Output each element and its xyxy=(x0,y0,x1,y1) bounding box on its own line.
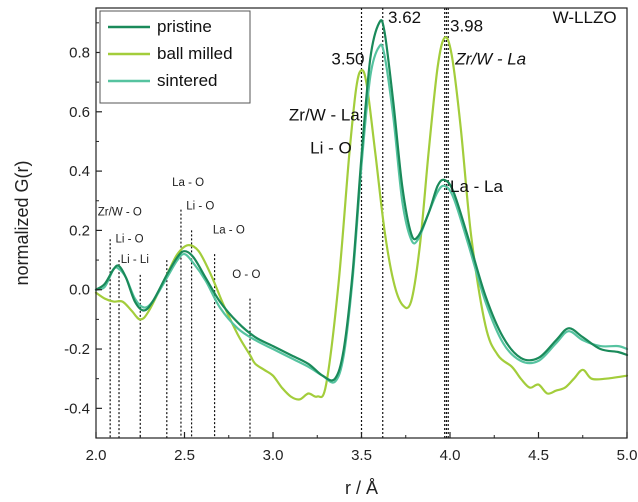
annotation-10: W-LLZO xyxy=(553,8,617,27)
annotation-0: Zr/W - O xyxy=(98,207,142,219)
y-tick-label-4: 0.4 xyxy=(69,163,90,180)
legend-label-1: ball milled xyxy=(157,44,233,63)
series-line-pristine xyxy=(94,19,629,382)
annotation-7: 3.50 xyxy=(331,49,364,68)
annotation-3: La - O xyxy=(172,177,204,189)
dotted-reference-lines xyxy=(109,8,449,438)
y-tick-label-3: 0.2 xyxy=(69,222,90,239)
annotations: Zr/W - O Li - O Li - Li La - O Li - O La - O O… xyxy=(98,8,617,281)
y-tick-label-0: -0.4 xyxy=(64,400,90,417)
legend: pristine ball milled sintered xyxy=(99,10,251,104)
x-tick-label-6: 5.0 xyxy=(617,447,638,464)
annotation-8: 3.62 xyxy=(388,8,421,27)
y-tick-label-6: 0.8 xyxy=(69,44,90,61)
y-tick-label-2: 0.0 xyxy=(69,282,90,299)
annotation-5: La - O xyxy=(213,224,245,236)
legend-label-2: sintered xyxy=(157,71,217,90)
y-axis-title: normalized G(r) xyxy=(12,160,32,285)
annotation-6: O - O xyxy=(232,269,260,281)
annotation-13: Li - O xyxy=(310,138,352,157)
y-tick-label-1: -0.2 xyxy=(64,341,90,358)
y-tick-label-5: 0.6 xyxy=(69,104,90,121)
x-tick-label-5: 4.5 xyxy=(528,447,549,464)
series-lines xyxy=(94,19,629,401)
x-tick-label-1: 2.5 xyxy=(174,447,195,464)
x-tick-label-4: 4.0 xyxy=(440,447,461,464)
legend-label-0: pristine xyxy=(157,17,212,36)
x-tick-label-0: 2.0 xyxy=(86,447,107,464)
annotation-14: La - La xyxy=(450,177,503,196)
x-tick-label-3: 3.5 xyxy=(351,447,372,464)
x-tick-label-2: 3.0 xyxy=(263,447,284,464)
x-axis-title: r / Å xyxy=(345,478,378,498)
annotation-2: Li - Li xyxy=(121,254,149,266)
annotation-1: Li - O xyxy=(115,233,143,245)
annotation-9: 3.98 xyxy=(450,17,483,36)
annotation-12: Zr/W - La xyxy=(289,106,360,125)
annotation-4: Li - O xyxy=(186,201,214,213)
series-line-ball-milled xyxy=(94,36,629,401)
annotation-11: Zr/W - La xyxy=(454,49,526,68)
axis-ticks: 2.0 2.5 3.0 3.5 4.0 4.5 5.0 -0.4 -0.2 0.0 0.2 0.4 0.… xyxy=(64,22,638,464)
